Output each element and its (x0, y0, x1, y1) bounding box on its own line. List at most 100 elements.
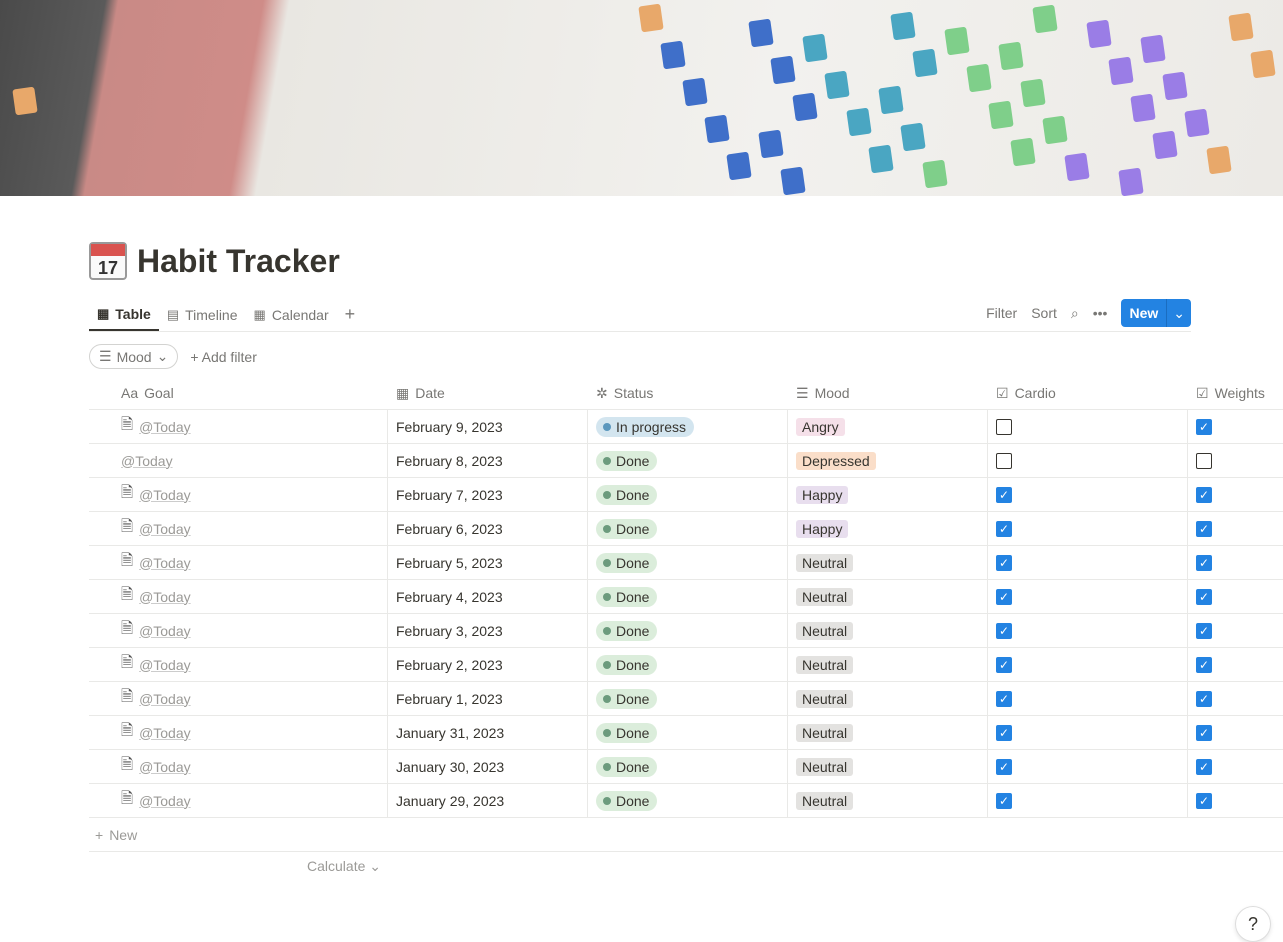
goal-cell[interactable]: 🗎 @Today (89, 750, 388, 783)
weights-checkbox[interactable]: ✓ (1196, 792, 1212, 809)
date-cell[interactable]: February 1, 2023 (388, 682, 588, 715)
column-header-weights[interactable]: ☑ Weights (1188, 377, 1283, 409)
column-header-status[interactable]: ✲ Status (588, 377, 788, 409)
table-row[interactable]: 🗎 @Today February 6, 2023 Done Happy ✓ ✓ (89, 512, 1283, 546)
more-icon[interactable]: ••• (1092, 305, 1108, 321)
mood-cell[interactable]: Happy (788, 512, 988, 545)
cardio-checkbox[interactable] (996, 418, 1012, 435)
column-header-goal[interactable]: Aa Goal (89, 377, 388, 409)
weights-checkbox[interactable]: ✓ (1196, 588, 1212, 605)
mood-cell[interactable]: Neutral (788, 614, 988, 647)
goal-mention[interactable]: @Today (139, 486, 191, 503)
mood-cell[interactable]: Neutral (788, 648, 988, 681)
add-view-button[interactable]: + (337, 298, 364, 331)
cardio-checkbox[interactable]: ✓ (996, 588, 1012, 605)
goal-mention[interactable]: @Today (139, 622, 191, 639)
weights-checkbox[interactable] (1196, 452, 1212, 469)
new-button[interactable]: New ⌄ (1121, 299, 1191, 327)
goal-mention[interactable]: @Today (139, 588, 191, 605)
mood-cell[interactable]: Neutral (788, 784, 988, 817)
table-row[interactable]: 🗎 @Today January 29, 2023 Done Neutral ✓ … (89, 784, 1283, 818)
weights-checkbox[interactable]: ✓ (1196, 486, 1212, 503)
date-cell[interactable]: February 6, 2023 (388, 512, 588, 545)
cardio-checkbox[interactable]: ✓ (996, 792, 1012, 809)
goal-mention[interactable]: @Today (121, 452, 173, 469)
table-row[interactable]: 🗎 @Today January 31, 2023 Done Neutral ✓ … (89, 716, 1283, 750)
goal-mention[interactable]: @Today (139, 418, 191, 435)
table-row[interactable]: 🗎 @Today January 30, 2023 Done Neutral ✓ … (89, 750, 1283, 784)
status-cell[interactable]: Done (588, 716, 788, 749)
table-row[interactable]: 🗎 @Today February 7, 2023 Done Happy ✓ ✓ (89, 478, 1283, 512)
mood-cell[interactable]: Neutral (788, 682, 988, 715)
date-cell[interactable]: February 8, 2023 (388, 444, 588, 477)
table-row[interactable]: 🗎 @Today February 9, 2023 In progress Ang… (89, 410, 1283, 444)
goal-cell[interactable]: @Today (89, 444, 388, 477)
sort-button[interactable]: Sort (1031, 305, 1057, 321)
new-button-label[interactable]: New (1129, 305, 1159, 321)
date-cell[interactable]: January 31, 2023 (388, 716, 588, 749)
goal-cell[interactable]: 🗎 @Today (89, 716, 388, 749)
table-row[interactable]: 🗎 @Today February 3, 2023 Done Neutral ✓ … (89, 614, 1283, 648)
table-row[interactable]: 🗎 @Today February 1, 2023 Done Neutral ✓ … (89, 682, 1283, 716)
mood-cell[interactable]: Angry (788, 410, 988, 443)
goal-cell[interactable]: 🗎 @Today (89, 784, 388, 817)
column-header-date[interactable]: ▦ Date (388, 377, 588, 409)
goal-cell[interactable]: 🗎 @Today (89, 546, 388, 579)
cardio-checkbox[interactable] (996, 452, 1012, 469)
cardio-checkbox[interactable]: ✓ (996, 554, 1012, 571)
date-cell[interactable]: February 5, 2023 (388, 546, 588, 579)
tab-table[interactable]: ▦ Table (89, 298, 159, 331)
mood-cell[interactable]: Neutral (788, 750, 988, 783)
mood-cell[interactable]: Happy (788, 478, 988, 511)
goal-cell[interactable]: 🗎 @Today (89, 614, 388, 647)
status-cell[interactable]: Done (588, 784, 788, 817)
goal-mention[interactable]: @Today (139, 758, 191, 775)
filter-button[interactable]: Filter (986, 305, 1018, 321)
table-row[interactable]: @Today February 8, 2023 Done Depressed (89, 444, 1283, 478)
status-cell[interactable]: Done (588, 750, 788, 783)
date-cell[interactable]: February 7, 2023 (388, 478, 588, 511)
calculate-button[interactable]: Calculate ⌄ (307, 858, 381, 875)
cardio-checkbox[interactable]: ✓ (996, 486, 1012, 503)
cardio-checkbox[interactable]: ✓ (996, 758, 1012, 775)
help-button[interactable]: ? (1235, 906, 1271, 942)
mood-cell[interactable]: Neutral (788, 580, 988, 613)
mood-filter-chip[interactable]: ☰ Mood ⌄ (89, 344, 179, 369)
add-row-button[interactable]: + New (89, 818, 1283, 852)
goal-cell[interactable]: 🗎 @Today (89, 512, 388, 545)
column-header-mood[interactable]: ☰ Mood (788, 377, 988, 409)
mood-cell[interactable]: Neutral (788, 716, 988, 749)
status-cell[interactable]: Done (588, 648, 788, 681)
weights-checkbox[interactable]: ✓ (1196, 724, 1212, 741)
add-filter-button[interactable]: + Add filter (190, 349, 257, 365)
date-cell[interactable]: February 4, 2023 (388, 580, 588, 613)
mood-cell[interactable]: Neutral (788, 546, 988, 579)
date-cell[interactable]: January 30, 2023 (388, 750, 588, 783)
status-cell[interactable]: Done (588, 444, 788, 477)
cardio-checkbox[interactable]: ✓ (996, 622, 1012, 639)
goal-mention[interactable]: @Today (139, 724, 191, 741)
status-cell[interactable]: Done (588, 512, 788, 545)
weights-checkbox[interactable]: ✓ (1196, 758, 1212, 775)
status-cell[interactable]: Done (588, 546, 788, 579)
status-cell[interactable]: Done (588, 614, 788, 647)
mood-cell[interactable]: Depressed (788, 444, 988, 477)
column-header-cardio[interactable]: ☑ Cardio (988, 377, 1188, 409)
status-cell[interactable]: Done (588, 682, 788, 715)
weights-checkbox[interactable]: ✓ (1196, 656, 1212, 673)
cardio-checkbox[interactable]: ✓ (996, 520, 1012, 537)
cardio-checkbox[interactable]: ✓ (996, 724, 1012, 741)
goal-cell[interactable]: 🗎 @Today (89, 478, 388, 511)
table-row[interactable]: 🗎 @Today February 5, 2023 Done Neutral ✓ … (89, 546, 1283, 580)
goal-mention[interactable]: @Today (139, 554, 191, 571)
weights-checkbox[interactable]: ✓ (1196, 690, 1212, 707)
goal-mention[interactable]: @Today (139, 792, 191, 809)
goal-cell[interactable]: 🗎 @Today (89, 648, 388, 681)
weights-checkbox[interactable]: ✓ (1196, 554, 1212, 571)
date-cell[interactable]: February 9, 2023 (388, 410, 588, 443)
table-row[interactable]: 🗎 @Today February 2, 2023 Done Neutral ✓ … (89, 648, 1283, 682)
weights-checkbox[interactable]: ✓ (1196, 418, 1212, 435)
status-cell[interactable]: In progress (588, 410, 788, 443)
cardio-checkbox[interactable]: ✓ (996, 690, 1012, 707)
search-icon[interactable]: ⌕ (1070, 304, 1079, 321)
